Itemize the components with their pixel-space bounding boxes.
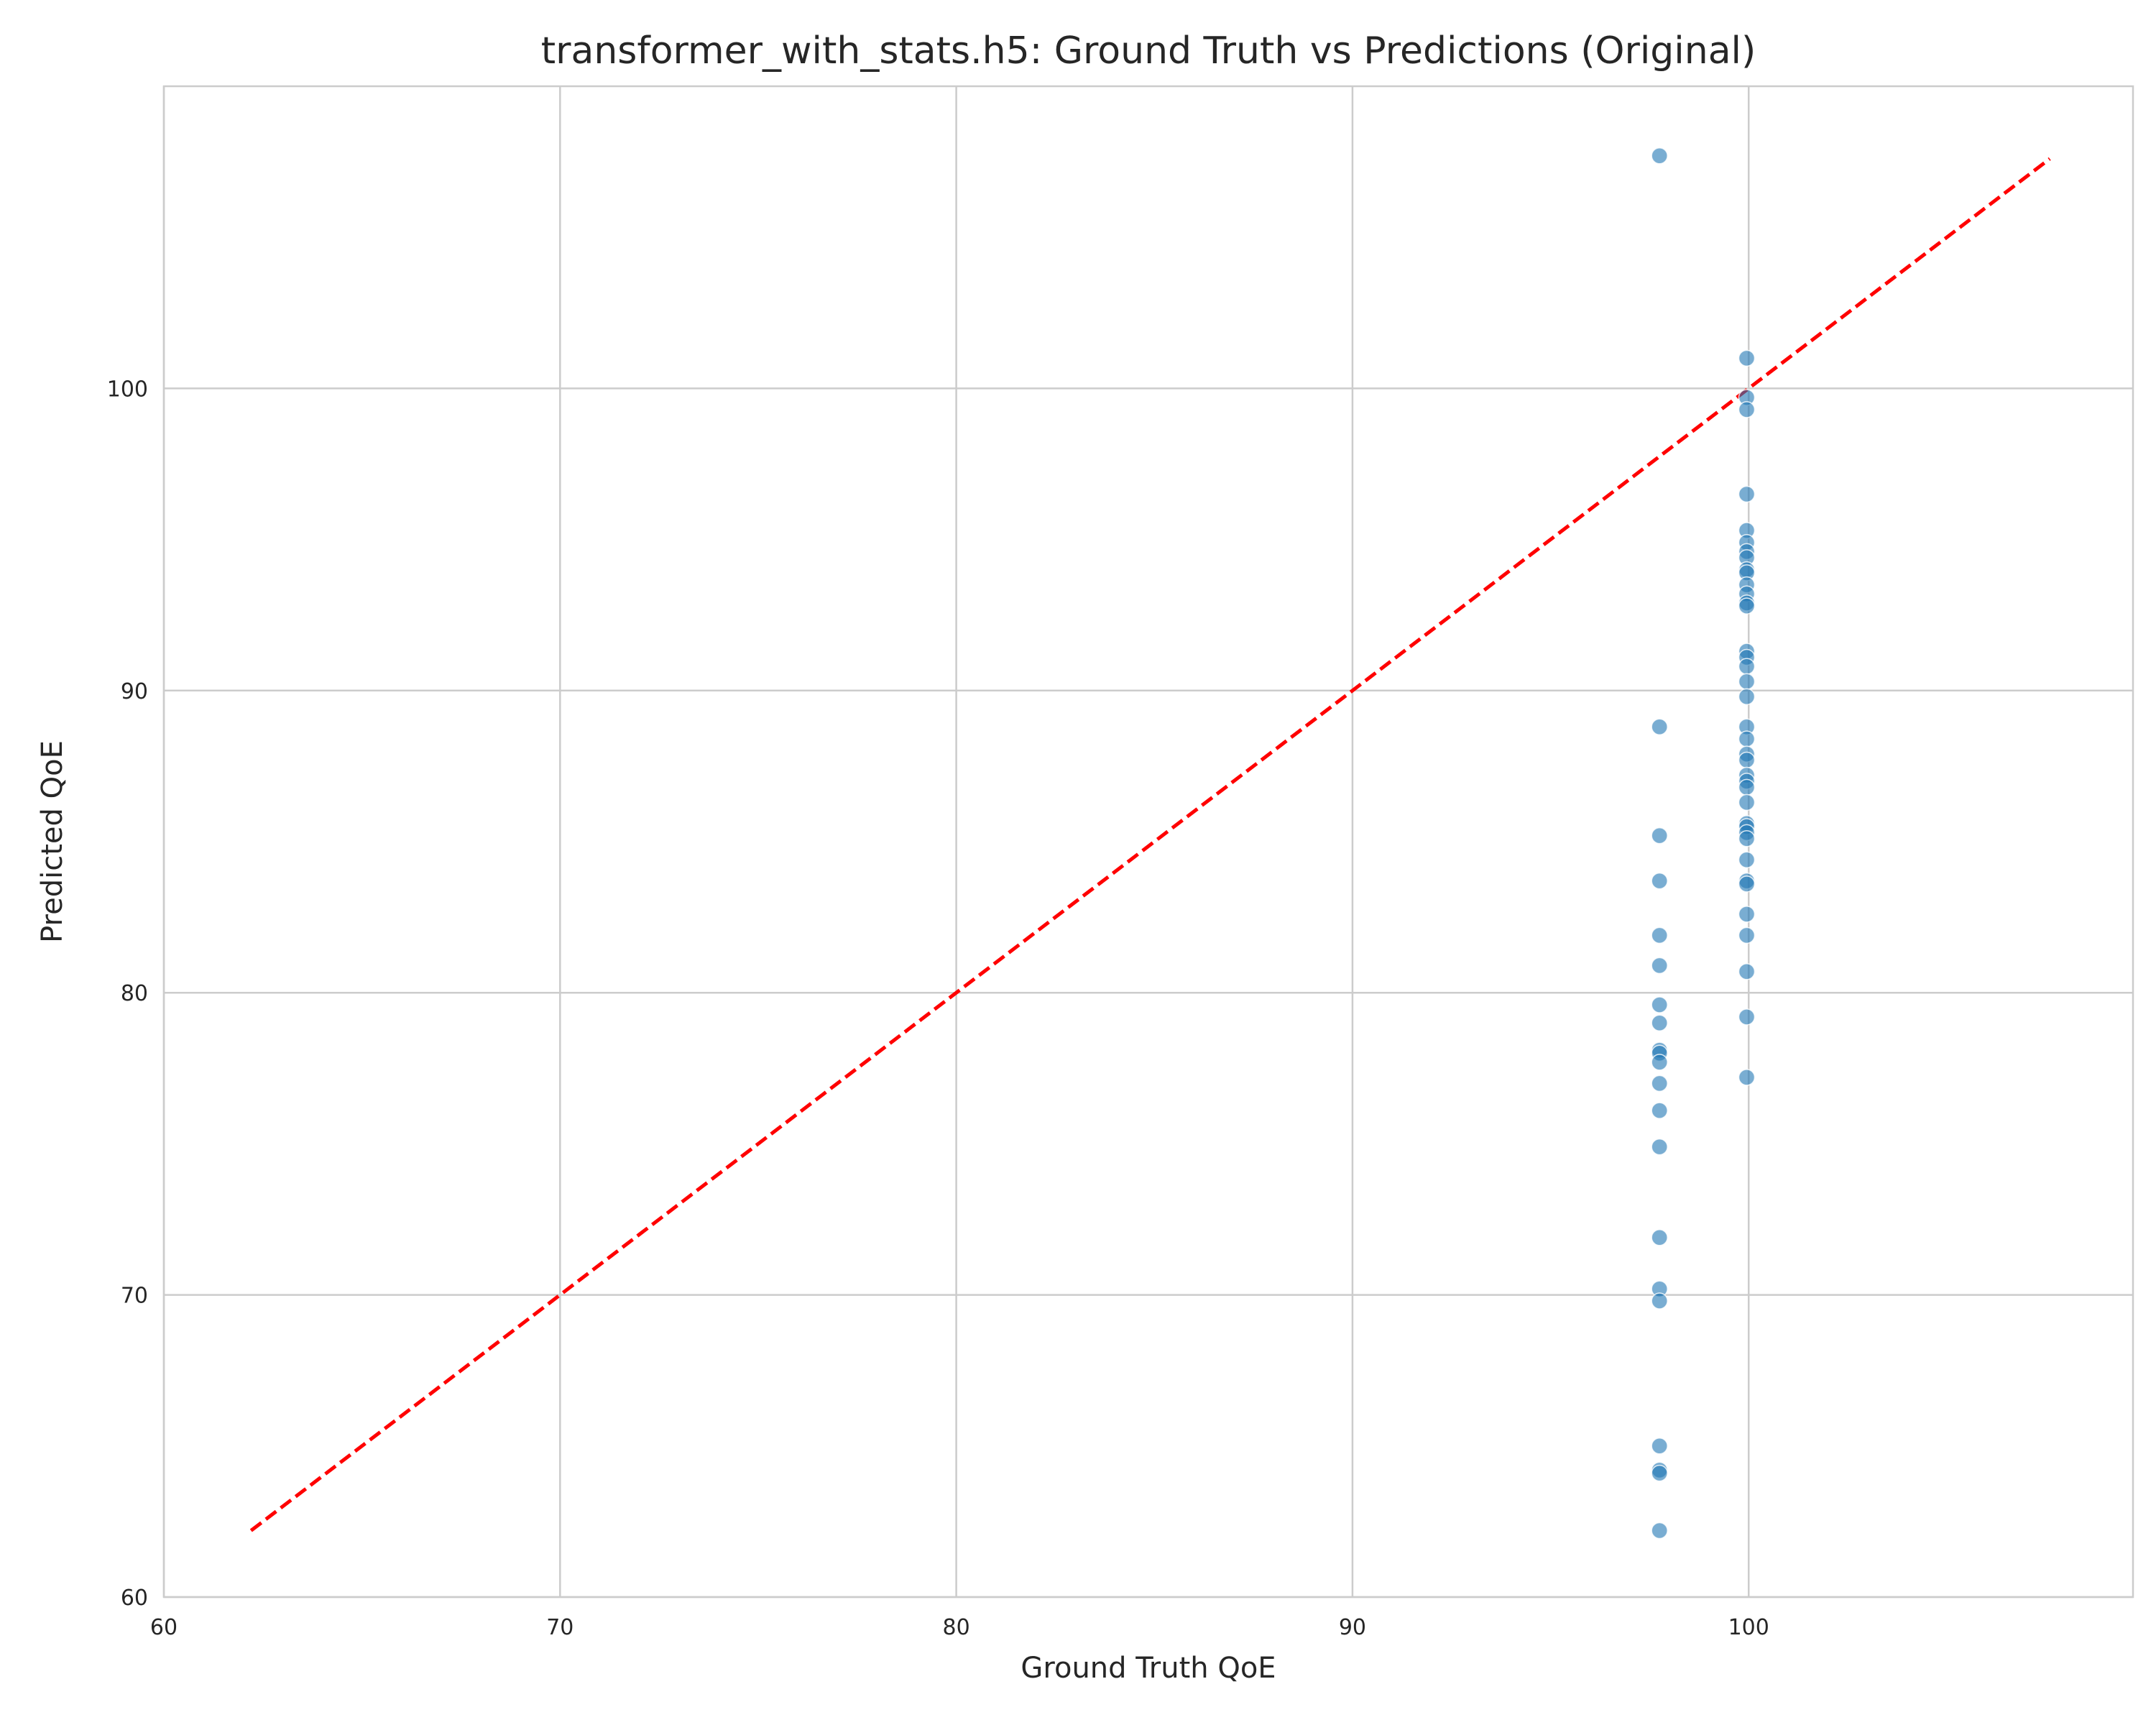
- data-point: [1651, 1292, 1668, 1310]
- data-point: [1738, 349, 1756, 367]
- data-point: [1738, 597, 1756, 615]
- y-tick-labels: 60 70 80 90 100: [107, 377, 148, 1611]
- identity-reference-line: [249, 157, 2051, 1532]
- x-tick-label: 60: [150, 1615, 178, 1640]
- y-tick-label: 80: [121, 981, 148, 1006]
- data-point: [1738, 485, 1756, 503]
- data-point: [1651, 1075, 1668, 1092]
- data-point: [1651, 827, 1668, 845]
- data-point: [1738, 1069, 1756, 1086]
- data-point: [1651, 147, 1668, 165]
- x-tick-label: 70: [546, 1615, 573, 1640]
- data-points: [1651, 147, 1756, 1540]
- y-axis-label: Predicted QoE: [36, 740, 69, 943]
- data-point: [1738, 673, 1756, 690]
- data-point: [1738, 658, 1756, 675]
- chart-title: transformer_with_stats.h5: Ground Truth …: [541, 29, 1756, 73]
- data-point: [1651, 1464, 1668, 1482]
- x-tick-label: 90: [1339, 1615, 1366, 1640]
- data-point: [1738, 830, 1756, 847]
- y-tick-label: 100: [107, 377, 148, 402]
- data-point: [1738, 794, 1756, 811]
- data-point: [1651, 1054, 1668, 1071]
- data-point: [1651, 1102, 1668, 1119]
- data-point: [1651, 1522, 1668, 1540]
- data-point: [1738, 963, 1756, 980]
- plot-frame: [162, 85, 2134, 1598]
- x-tick-label: 100: [1728, 1615, 1769, 1640]
- data-point: [1651, 957, 1668, 975]
- x-axis-label: Ground Truth QoE: [1021, 1652, 1276, 1685]
- data-point: [1651, 1014, 1668, 1031]
- data-point: [1651, 1438, 1668, 1455]
- data-point: [1651, 718, 1668, 735]
- data-point: [1738, 730, 1756, 748]
- data-point: [1738, 401, 1756, 418]
- y-tick-label: 70: [121, 1284, 148, 1309]
- data-point: [1738, 875, 1756, 893]
- data-point: [1651, 996, 1668, 1013]
- y-tick-label: 90: [121, 679, 148, 704]
- data-point: [1738, 906, 1756, 923]
- data-point: [1651, 1138, 1668, 1156]
- data-point: [1738, 1008, 1756, 1026]
- data-point: [1651, 926, 1668, 944]
- data-point: [1738, 688, 1756, 705]
- data-point: [1738, 926, 1756, 944]
- y-tick-label: 60: [121, 1586, 148, 1611]
- data-point: [1738, 778, 1756, 796]
- data-point: [1738, 751, 1756, 769]
- data-point: [1651, 1228, 1668, 1246]
- data-point: [1651, 872, 1668, 890]
- x-tick-label: 80: [943, 1615, 970, 1640]
- data-point: [1738, 851, 1756, 868]
- x-tick-labels: 60 70 80 90 100: [150, 1615, 1769, 1640]
